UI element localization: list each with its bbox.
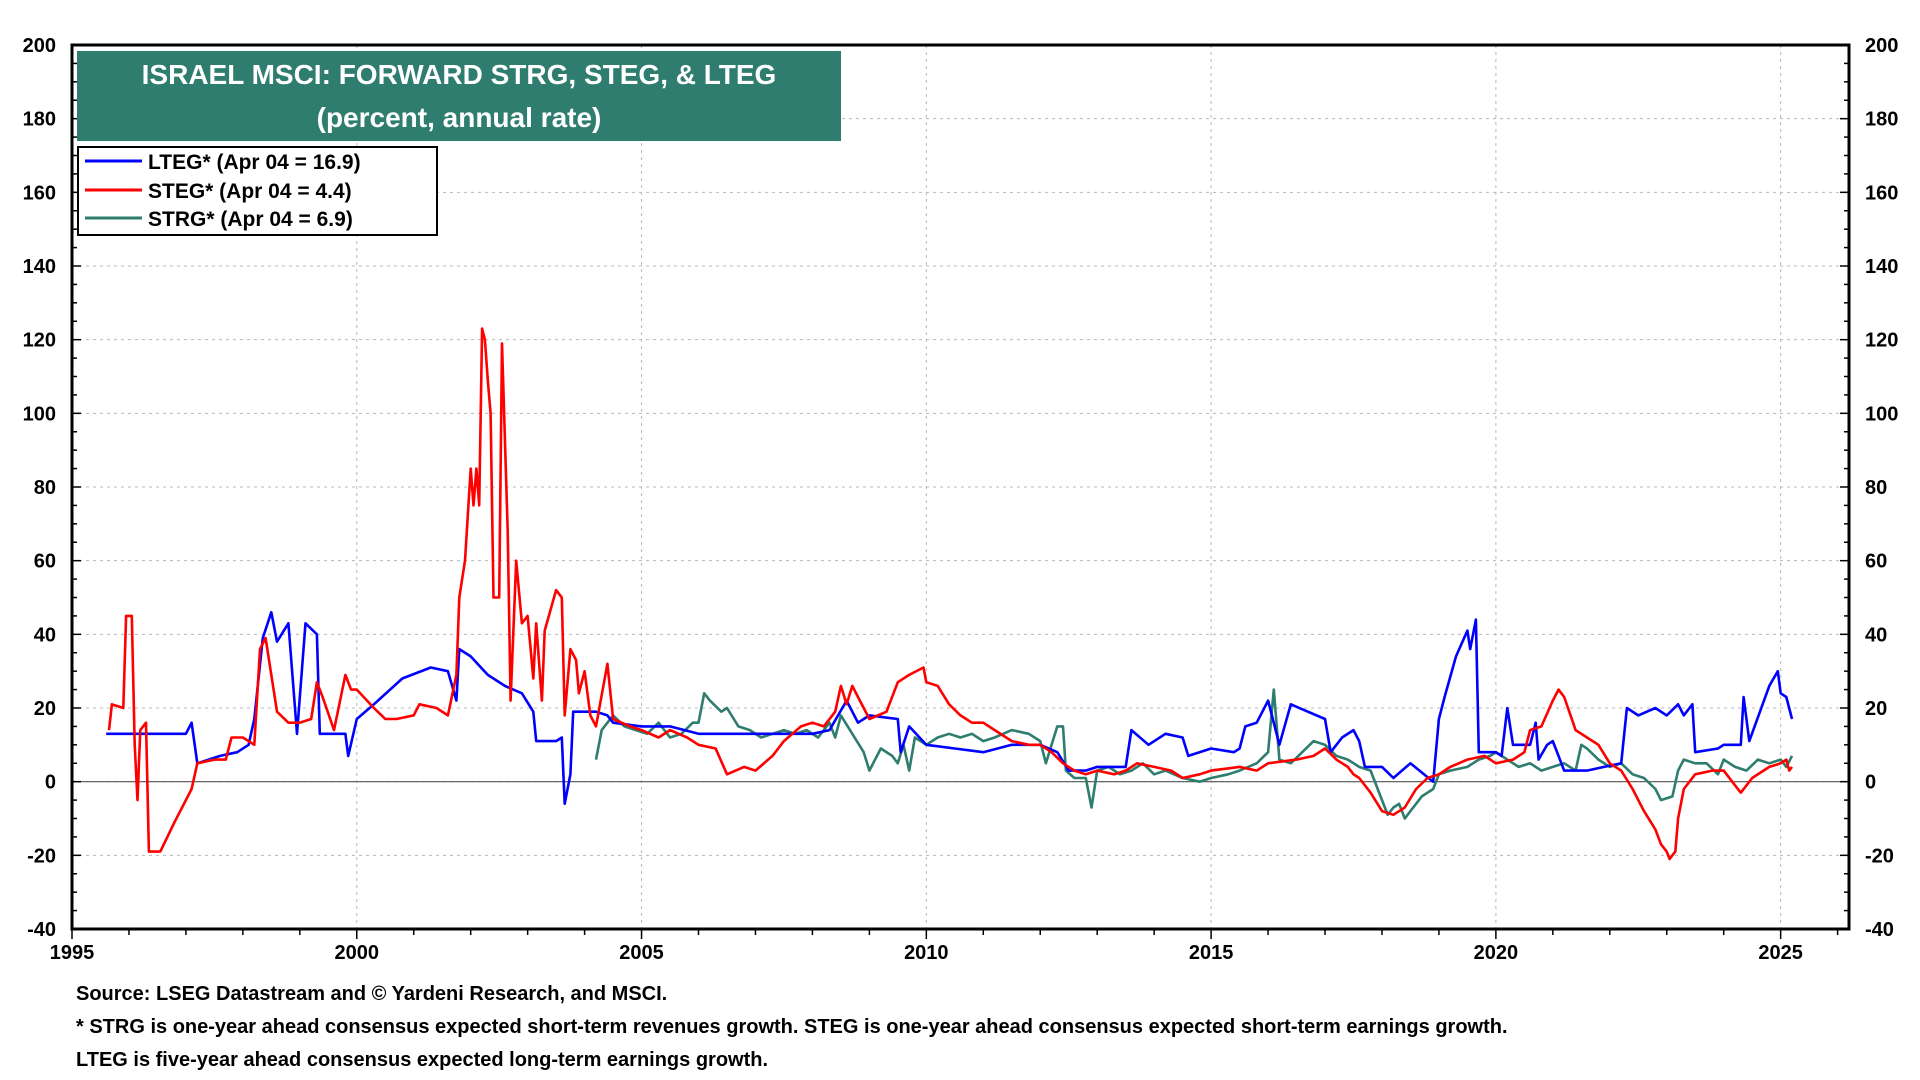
x-tick-label: 1995 — [50, 942, 95, 964]
y-tick-label-left: 20 — [34, 698, 56, 720]
y-tick-label-right: 200 — [1865, 35, 1898, 57]
y-tick-label-left: 40 — [34, 624, 56, 646]
y-tick-label-left: 200 — [23, 35, 56, 57]
legend-label-steg: STEG* (Apr 04 = 4.4) — [148, 180, 352, 203]
x-tick-label: 2010 — [904, 942, 949, 964]
y-tick-label-right: -40 — [1865, 919, 1894, 941]
y-tick-label-left: 180 — [23, 109, 56, 131]
y-tick-label-right: 100 — [1865, 403, 1898, 425]
y-tick-label-right: 140 — [1865, 256, 1898, 278]
y-tick-label-right: 20 — [1865, 698, 1887, 720]
y-tick-label-left: -40 — [27, 919, 56, 941]
y-tick-label-left: 120 — [23, 330, 56, 352]
y-tick-label-left: 60 — [34, 551, 56, 573]
x-tick-label: 2020 — [1474, 942, 1519, 964]
y-tick-label-right: 60 — [1865, 551, 1887, 573]
y-tick-label-right: 160 — [1865, 182, 1898, 204]
title-background — [77, 51, 841, 141]
legend: LTEG* (Apr 04 = 16.9) STEG* (Apr 04 = 4.… — [77, 146, 438, 236]
definition-note-1: * STRG is one-year ahead consensus expec… — [76, 1016, 1508, 1038]
x-tick-label: 2015 — [1189, 942, 1234, 964]
x-tick-label: 2005 — [619, 942, 664, 964]
source-note: Source: LSEG Datastream and © Yardeni Re… — [76, 983, 668, 1005]
y-tick-label-left: 80 — [34, 477, 56, 499]
definition-note-2: LTEG is five-year ahead consensus expect… — [76, 1049, 769, 1071]
y-tick-label-left: 160 — [23, 182, 56, 204]
legend-label-strg: STRG* (Apr 04 = 6.9) — [148, 208, 353, 231]
series-line-steg — [107, 327, 1794, 861]
y-tick-label-left: 0 — [45, 772, 56, 794]
chart-title: ISRAEL MSCI: FORWARD STRG, STEG, & LTEG — [142, 59, 777, 90]
series-group — [106, 327, 1794, 861]
x-tick-label: 2025 — [1758, 942, 1803, 964]
x-axis: 1995 2000 2005 2010 2015 2020 2025 — [50, 929, 1839, 964]
chart-title-box: ISRAEL MSCI: FORWARD STRG, STEG, & LTEG … — [77, 51, 841, 141]
y-tick-label-right: 180 — [1865, 109, 1898, 131]
y-tick-label-right: 40 — [1865, 624, 1887, 646]
y-tick-label-left: 100 — [23, 403, 56, 425]
x-tick-label: 2000 — [335, 942, 380, 964]
series-line-lteg — [106, 610, 1794, 806]
y-tick-label-left: 140 — [23, 256, 56, 278]
y-axis-left: -40 -20 0 20 40 60 80 100 120 140 160 180 200 — [23, 35, 81, 941]
chart-subtitle: (percent, annual rate) — [317, 102, 602, 133]
y-tick-label-right: 120 — [1865, 330, 1898, 352]
y-tick-label-right: 80 — [1865, 477, 1887, 499]
y-tick-label-left: -20 — [27, 845, 56, 867]
legend-label-lteg: LTEG* (Apr 04 = 16.9) — [148, 151, 361, 174]
y-axis-right: -40 -20 0 20 40 60 80 100 120 140 160 180 200 — [1840, 35, 1898, 941]
y-tick-label-right: -20 — [1865, 845, 1894, 867]
y-tick-label-right: 0 — [1865, 772, 1876, 794]
